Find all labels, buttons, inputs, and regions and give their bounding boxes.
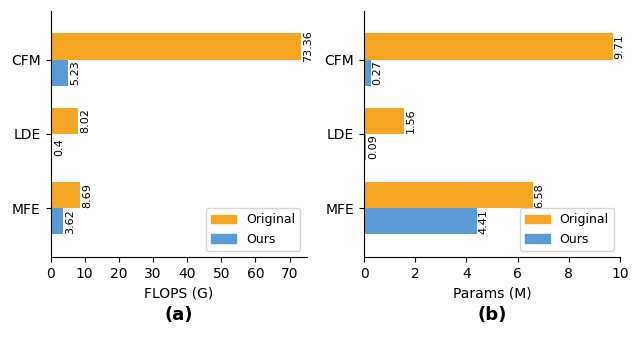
Legend: Original, Ours: Original, Ours [206, 208, 300, 250]
Text: 3.62: 3.62 [65, 209, 75, 234]
Text: 0.27: 0.27 [372, 60, 383, 85]
Text: 8.02: 8.02 [80, 108, 90, 134]
Bar [364, 59, 371, 86]
Text: 9.71: 9.71 [614, 34, 624, 59]
Text: (a): (a) [164, 306, 193, 324]
Text: 5.23: 5.23 [70, 60, 81, 85]
Bar [51, 108, 78, 134]
Bar [51, 59, 68, 86]
Text: 6.58: 6.58 [534, 183, 544, 208]
Text: 0.4: 0.4 [54, 138, 64, 156]
Text: (b): (b) [477, 306, 507, 324]
X-axis label: Params (M): Params (M) [452, 286, 531, 300]
Text: 73.36: 73.36 [303, 31, 313, 62]
Text: 1.56: 1.56 [406, 108, 415, 133]
Bar [364, 209, 477, 235]
Bar [364, 134, 366, 160]
Bar [364, 108, 404, 134]
Bar [51, 134, 52, 160]
Text: 8.69: 8.69 [83, 183, 92, 208]
Text: 0.09: 0.09 [368, 135, 378, 160]
Bar [364, 183, 532, 209]
Text: 4.41: 4.41 [479, 209, 488, 234]
X-axis label: FLOPS (G): FLOPS (G) [144, 286, 213, 300]
Bar [364, 33, 612, 59]
Bar [51, 209, 63, 235]
Legend: Original, Ours: Original, Ours [520, 208, 614, 250]
Bar [51, 33, 301, 59]
Bar [51, 183, 80, 209]
